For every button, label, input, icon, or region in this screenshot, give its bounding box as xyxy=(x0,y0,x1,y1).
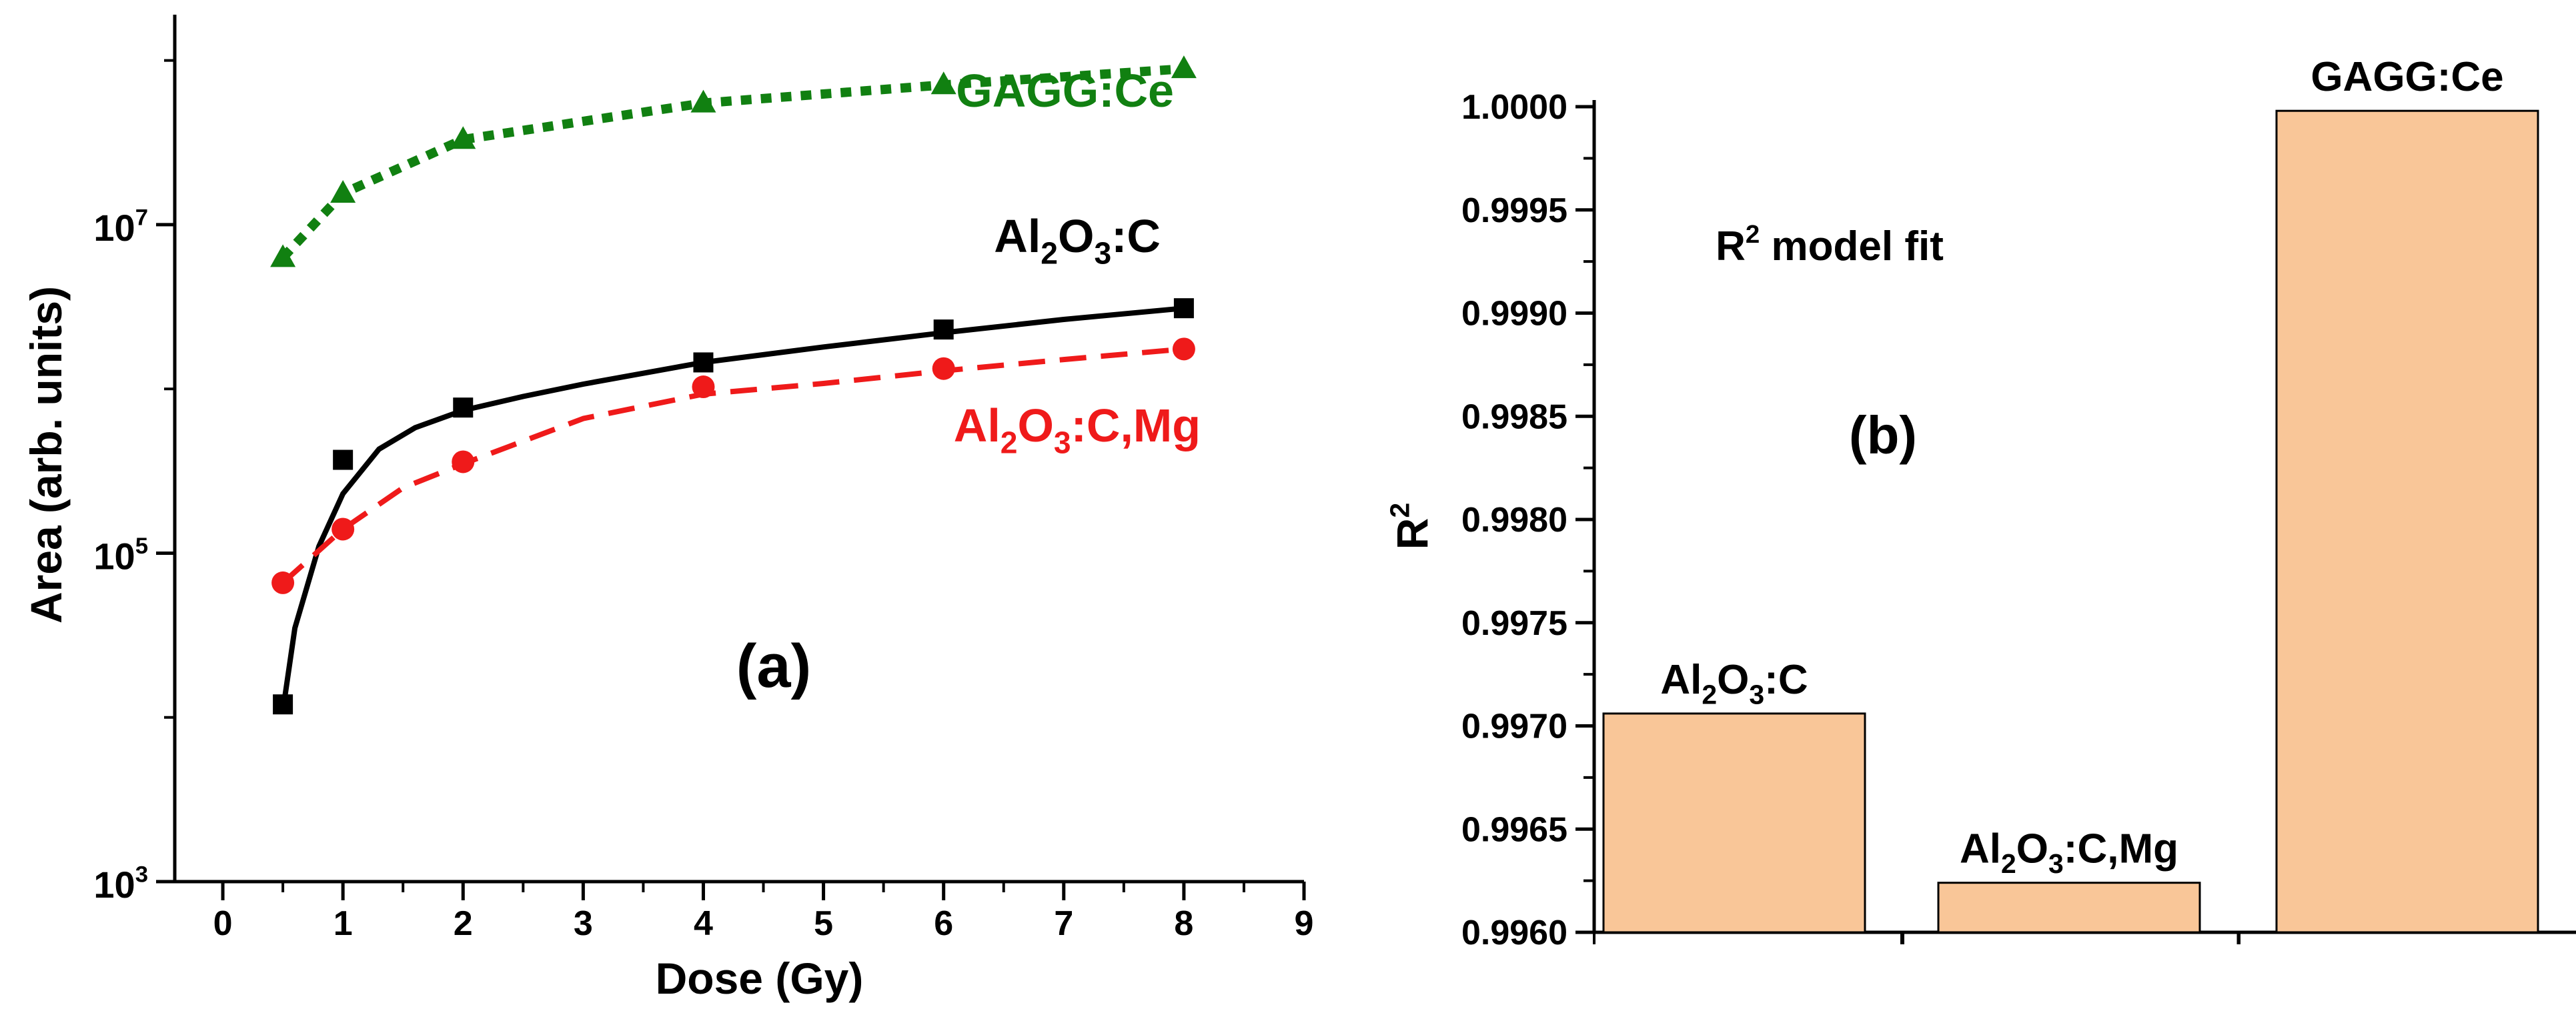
series-label-part: Al xyxy=(954,399,1001,451)
series-label-part: Al xyxy=(994,210,1041,262)
a-y-axis-label: Area (arb. units) xyxy=(21,286,71,624)
r2-annotation: R2 model fit xyxy=(1716,220,1944,269)
data-point-triangle xyxy=(930,71,956,95)
bar-label-part: 2 xyxy=(2001,848,2016,879)
bar-label-part: Al xyxy=(1660,657,1702,703)
panel-b-label: (b) xyxy=(1849,405,1917,465)
series-label-part: 2 xyxy=(1001,425,1018,460)
fit-curve xyxy=(280,305,1185,712)
bar-label-part: 2 xyxy=(1702,679,1717,710)
bar-al2o3-c-mg xyxy=(1937,882,2201,934)
a-x-tick-label: 1 xyxy=(334,904,353,943)
data-point-circle xyxy=(271,571,295,594)
series-label: Al2O3:C xyxy=(994,210,1161,271)
a-x-tick-label: 3 xyxy=(574,904,593,943)
a-y-tick-label: 103 xyxy=(93,862,148,906)
data-point-square xyxy=(273,694,293,715)
b-y-tick-label: 0.9990 xyxy=(1461,295,1567,333)
a-x-tick-label: 6 xyxy=(934,904,953,943)
data-point-circle xyxy=(332,518,355,541)
b-y-tick-label: 0.9965 xyxy=(1461,810,1567,849)
a-x-tick-label: 2 xyxy=(454,904,473,943)
data-point-circle xyxy=(1172,337,1195,361)
a-x-axis-label: Dose (Gy) xyxy=(656,954,864,1003)
series-label: Al2O3:C,Mg xyxy=(954,399,1201,460)
b-y-tick-label: 0.9975 xyxy=(1461,604,1567,643)
data-point-square xyxy=(333,449,354,470)
panel-a-label: (a) xyxy=(736,632,811,700)
panel-b-bar-chart: 0.9960 0.9965 0.9970 0.9975 0.9980 0.9985 0.99… xyxy=(1384,54,2576,952)
bar-label-part: 3 xyxy=(2048,848,2064,879)
data-point-triangle xyxy=(690,89,716,113)
series-label-part: :C,Mg xyxy=(1071,399,1201,451)
series-label-part: O xyxy=(1058,210,1094,262)
fit-curve xyxy=(281,346,1185,585)
data-point-circle xyxy=(452,450,475,473)
bar-label-part: Al xyxy=(1960,826,2001,872)
data-point-circle xyxy=(932,357,955,380)
panel-a-log-line-chart: 0 1 2 3 4 5 6 7 8 9 103 105 107 Area (arb. units) Dose… xyxy=(21,15,1313,1003)
bar-label-part: 3 xyxy=(1749,679,1764,710)
series-label-part: 2 xyxy=(1041,236,1058,271)
b-y-axis-label: R2 xyxy=(1384,503,1437,550)
b-y-tick-label: 0.9970 xyxy=(1461,708,1567,746)
data-point-triangle xyxy=(450,126,476,149)
data-point-square xyxy=(693,352,714,373)
data-point-square xyxy=(1173,298,1194,319)
a-x-tick-label: 7 xyxy=(1054,904,1073,943)
data-point-triangle xyxy=(1171,55,1197,79)
b-y-tick-label: 0.9980 xyxy=(1461,501,1567,540)
data-point-circle xyxy=(692,375,715,399)
series-label-part: O xyxy=(1017,399,1053,451)
bar-label: Al2O3:C,Mg xyxy=(1960,826,2178,880)
series-gagg-ce: GAGG:Ce xyxy=(270,55,1197,267)
a-x-tick-label: 8 xyxy=(1174,904,1193,943)
bar-label-part: O xyxy=(1717,657,1749,703)
bar-label-part: :C,Mg xyxy=(2064,826,2178,872)
a-x-tick-label: 9 xyxy=(1295,904,1314,943)
bar-gagg-ce xyxy=(2275,109,2539,934)
bar-label-part: GAGG:Ce xyxy=(2311,54,2503,100)
series-label-part: 3 xyxy=(1054,425,1071,460)
a-y-tick-label: 107 xyxy=(93,205,148,249)
bar-label: GAGG:Ce xyxy=(2311,54,2503,100)
series-al2o3-c-mg: Al2O3:C,Mg xyxy=(271,337,1201,594)
fit-curve xyxy=(279,64,1185,261)
bar-label-part: O xyxy=(2016,826,2048,872)
bar-label-part: :C xyxy=(1764,657,1808,703)
series-al2o3-c: Al2O3:C xyxy=(273,210,1194,715)
series-label-part: :C xyxy=(1111,210,1161,262)
a-x-tick-label: 0 xyxy=(213,904,233,943)
b-y-tick-label: 0.9995 xyxy=(1461,191,1567,230)
b-y-tick-label: 1.0000 xyxy=(1461,88,1567,127)
bar-al2o3-c xyxy=(1602,712,1866,934)
data-point-triangle xyxy=(270,244,296,267)
data-point-triangle xyxy=(330,180,356,203)
bar-label: Al2O3:C xyxy=(1660,657,1808,710)
b-y-tick-label: 0.9985 xyxy=(1461,397,1567,436)
a-x-tick-label: 4 xyxy=(694,904,713,943)
data-point-square xyxy=(933,319,954,340)
a-y-tick-label: 105 xyxy=(93,534,148,578)
b-y-tick-label: 0.9960 xyxy=(1461,914,1567,952)
a-x-tick-label: 5 xyxy=(814,904,833,943)
data-point-square xyxy=(453,397,474,418)
series-label-part: 3 xyxy=(1094,236,1111,271)
series-label: GAGG:Ce xyxy=(956,65,1174,117)
series-label-part: GAGG:Ce xyxy=(956,65,1174,117)
